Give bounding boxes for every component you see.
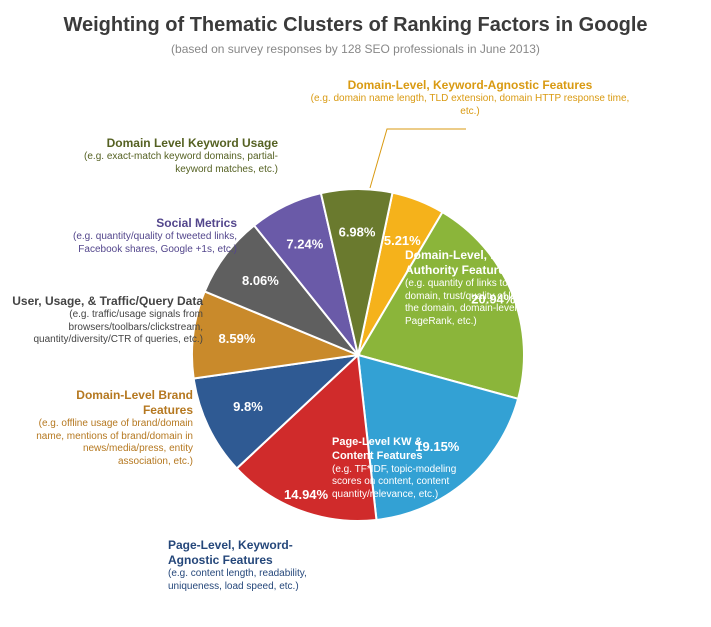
- callout-desc: (e.g. quantity of links to the domain, t…: [405, 278, 550, 328]
- pct-label-brand: 8.59%: [219, 331, 256, 346]
- callout-desc: (e.g. TF*IDF, topic-modeling scores on c…: [332, 464, 467, 502]
- chart-root: { "title": "Weighting of Thematic Cluste…: [0, 0, 711, 627]
- pct-label-kw_agnostic_domain: 5.21%: [384, 233, 421, 248]
- callout-page_kw_agnostic: Page-Level, Keyword-Agnostic Features(e.…: [168, 538, 328, 593]
- callout-title: Page-Level KW & Content Features: [332, 436, 467, 464]
- callout-title: Domain Level Keyword Usage: [78, 136, 278, 151]
- callout-page_link: Page-Level Link Features(e.g. PageRank, …: [558, 385, 706, 450]
- callout-kw_agnostic_domain: Domain-Level, Keyword-Agnostic Features(…: [310, 78, 630, 118]
- callout-title: Domain-Level, Link Authority Features: [405, 248, 550, 278]
- callout-desc: (e.g. quantity/quality of tweeted links,…: [42, 231, 237, 256]
- pct-label-page_kw_agnostic: 9.8%: [233, 399, 263, 414]
- callout-title: Domain-Level, Keyword-Agnostic Features: [310, 78, 630, 93]
- callout-domain_kw: Domain Level Keyword Usage(e.g. exact-ma…: [78, 136, 278, 176]
- callout-title: Domain-Level Brand Features: [28, 388, 193, 418]
- pct-label-usage: 8.06%: [242, 273, 279, 288]
- callout-title: User, Usage, & Traffic/Query Data: [8, 294, 203, 309]
- pct-label-social: 7.24%: [286, 237, 323, 252]
- callout-desc: (e.g. PageRank, TrustRank, quantity of l…: [558, 400, 706, 450]
- callout-title: Page-Level, Keyword-Agnostic Features: [168, 538, 328, 568]
- callout-usage: User, Usage, & Traffic/Query Data(e.g. t…: [8, 294, 203, 347]
- callout-social: Social Metrics(e.g. quantity/quality of …: [42, 216, 237, 256]
- callout-desc: (e.g. offline usage of brand/domain name…: [28, 418, 193, 468]
- callout-desc: (e.g. exact-match keyword domains, parti…: [78, 151, 278, 176]
- pct-label-domain_kw: 6.98%: [339, 224, 376, 239]
- callout-page_kw_content: Page-Level KW & Content Features(e.g. TF…: [332, 436, 467, 501]
- pct-label-page_kw_content: 14.94%: [284, 487, 329, 502]
- callout-title: Social Metrics: [42, 216, 237, 231]
- callout-link_authority: Domain-Level, Link Authority Features(e.…: [405, 248, 550, 328]
- callout-desc: (e.g. content length, readability, uniqu…: [168, 568, 328, 593]
- callout-brand: Domain-Level Brand Features(e.g. offline…: [28, 388, 193, 468]
- callout-desc: (e.g. traffic/usage signals from browser…: [8, 309, 203, 347]
- leader-kw_agnostic_domain: [370, 129, 466, 188]
- callout-desc: (e.g. domain name length, TLD extension,…: [310, 93, 630, 118]
- callout-title: Page-Level Link Features: [558, 385, 706, 400]
